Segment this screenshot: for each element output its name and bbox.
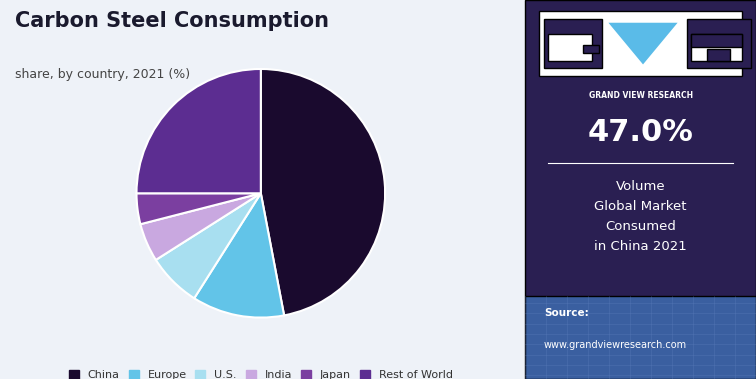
Wedge shape: [261, 69, 385, 315]
Polygon shape: [609, 23, 677, 64]
FancyBboxPatch shape: [707, 49, 730, 61]
FancyBboxPatch shape: [548, 34, 592, 61]
Wedge shape: [194, 193, 284, 318]
FancyBboxPatch shape: [686, 19, 751, 68]
Text: 47.0%: 47.0%: [587, 118, 694, 147]
FancyBboxPatch shape: [692, 34, 742, 47]
Text: www.grandviewresearch.com: www.grandviewresearch.com: [544, 340, 687, 350]
FancyBboxPatch shape: [539, 11, 742, 76]
Wedge shape: [137, 69, 261, 193]
Text: Source:: Source:: [544, 308, 589, 318]
FancyBboxPatch shape: [544, 19, 602, 68]
Wedge shape: [156, 193, 261, 298]
FancyBboxPatch shape: [525, 0, 756, 379]
FancyBboxPatch shape: [583, 45, 600, 53]
Wedge shape: [137, 193, 261, 224]
FancyBboxPatch shape: [525, 296, 756, 379]
Text: GRAND VIEW RESEARCH: GRAND VIEW RESEARCH: [589, 91, 692, 100]
Legend: China, Europe, U.S., India, Japan, Rest of World: China, Europe, U.S., India, Japan, Rest …: [69, 370, 453, 379]
Text: share, by country, 2021 (%): share, by country, 2021 (%): [15, 68, 191, 81]
FancyBboxPatch shape: [692, 34, 742, 61]
Text: Volume
Global Market
Consumed
in China 2021: Volume Global Market Consumed in China 2…: [594, 180, 687, 252]
Text: Carbon Steel Consumption: Carbon Steel Consumption: [15, 11, 329, 31]
Wedge shape: [141, 193, 261, 260]
